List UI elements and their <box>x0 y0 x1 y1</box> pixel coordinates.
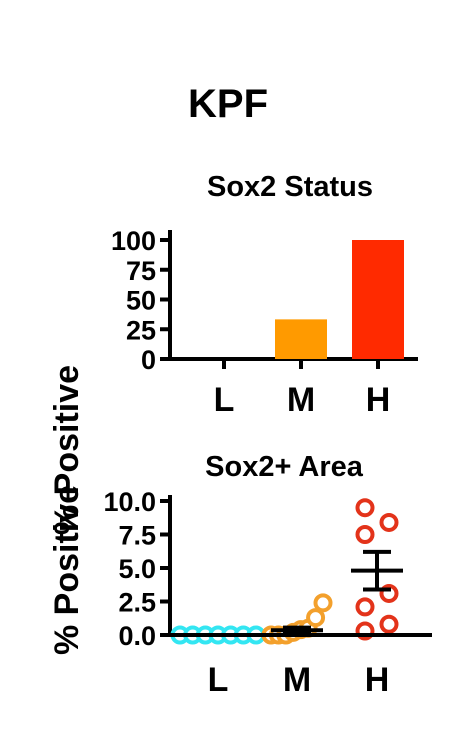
y-tick-label: 0 <box>141 345 156 375</box>
data-point <box>355 597 375 617</box>
y-tick-label: 10.0 <box>103 487 156 517</box>
y-axis-label: % Positive <box>48 485 86 655</box>
chart-title: Sox2+ Area <box>205 451 364 483</box>
chart-title: Sox2 Status <box>207 171 373 203</box>
y-tick-label: 50 <box>126 286 156 316</box>
data-point <box>379 512 399 532</box>
y-tick-label: 5.0 <box>118 554 156 584</box>
data-point <box>306 608 326 628</box>
y-tick-label: 2.5 <box>118 588 156 618</box>
data-point <box>379 614 399 634</box>
x-tick-label: H <box>366 381 391 419</box>
data-point <box>355 498 375 518</box>
x-tick-label: L <box>208 661 229 699</box>
data-point <box>313 593 333 613</box>
y-tick-label: 0.0 <box>118 621 156 651</box>
x-tick-label: M <box>287 381 315 419</box>
x-tick-label: H <box>365 661 390 699</box>
x-tick-label: L <box>214 381 235 419</box>
page-title: KPF <box>188 82 268 126</box>
y-tick-label: 25 <box>126 315 156 345</box>
y-tick-label: 75 <box>126 256 156 286</box>
bar <box>352 240 404 359</box>
bar <box>275 319 327 359</box>
sox2-area-chart: Sox2+ Area % Positive 0.02.5 5.07.5 10.0 L M… <box>48 451 432 699</box>
y-axis-label: % Positive <box>48 365 86 535</box>
x-tick-label: M <box>283 661 311 699</box>
y-tick-label: 7.5 <box>118 521 156 551</box>
data-point <box>355 525 375 544</box>
y-tick-label: 100 <box>111 226 156 256</box>
